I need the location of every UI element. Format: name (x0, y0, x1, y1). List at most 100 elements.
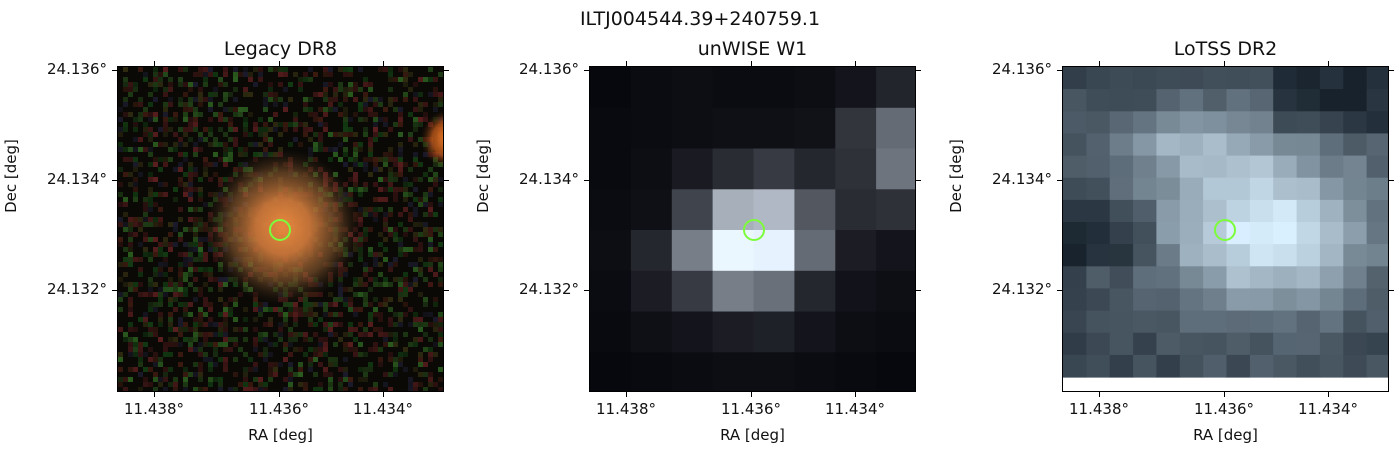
x-tick-mark (626, 392, 627, 397)
noise-pixel (348, 382, 353, 387)
noise-pixel (343, 387, 348, 391)
y-axis-label: Dec [deg] (474, 139, 492, 213)
lotss-pixel (1319, 89, 1344, 112)
noise-pixel (118, 292, 123, 297)
noise-pixel (193, 82, 198, 87)
noise-pixel (388, 207, 393, 212)
noise-pixel (203, 322, 208, 327)
noise-pixel (283, 377, 288, 382)
noise-pixel (228, 297, 233, 302)
noise-pixel (403, 192, 408, 197)
noise-pixel (428, 257, 433, 262)
noise-pixel (203, 137, 208, 142)
noise-pixel (263, 357, 268, 362)
x-tick-mark (855, 392, 856, 397)
noise-pixel (153, 132, 158, 137)
noise-pixel (163, 122, 168, 127)
noise-pixel (298, 87, 303, 92)
lotss-pixel (1366, 266, 1388, 289)
lotss-pixel (1109, 266, 1134, 289)
noise-pixel (443, 132, 444, 137)
lotss-pixel (1273, 155, 1298, 179)
noise-pixel (183, 117, 188, 122)
unwise-pixel (671, 189, 714, 231)
legacy-image (117, 66, 444, 392)
noise-pixel (433, 257, 438, 262)
noise-pixel (198, 307, 203, 312)
noise-pixel (218, 77, 223, 82)
noise-pixel (413, 232, 418, 237)
x-tick-label: 11.438° (1069, 400, 1129, 418)
lotss-pixel (1109, 244, 1134, 267)
noise-pixel (143, 352, 148, 357)
y-tick-label: 24.136° (992, 60, 1052, 78)
noise-pixel (183, 92, 188, 97)
noise-pixel (323, 322, 328, 327)
noise-pixel (428, 177, 433, 182)
noise-pixel (198, 132, 203, 137)
noise-pixel (293, 72, 298, 77)
noise-pixel (183, 312, 188, 317)
noise-pixel (373, 217, 378, 222)
noise-pixel (373, 342, 378, 347)
noise-pixel (388, 157, 393, 162)
x-tick-mark (751, 392, 752, 397)
unwise-pixel (712, 270, 755, 313)
noise-pixel (168, 312, 173, 317)
noise-pixel (328, 72, 333, 77)
noise-pixel (363, 272, 368, 277)
noise-pixel (148, 187, 153, 192)
noise-pixel (388, 87, 393, 92)
noise-pixel (358, 257, 363, 262)
noise-pixel (428, 242, 433, 247)
noise-pixel (188, 372, 193, 377)
y-tick-mark (112, 180, 117, 181)
noise-pixel (358, 107, 363, 112)
noise-pixel (208, 142, 213, 147)
noise-pixel (218, 297, 223, 302)
noise-pixel (438, 72, 443, 77)
unwise-pixel (753, 352, 795, 391)
noise-pixel (423, 77, 428, 82)
noise-pixel (168, 87, 173, 92)
noise-pixel (168, 352, 173, 357)
noise-pixel (148, 147, 153, 152)
noise-pixel (398, 222, 403, 227)
noise-pixel (213, 172, 218, 177)
lotss-pixel (1249, 155, 1274, 179)
unwise-pixel (876, 230, 915, 272)
noise-pixel (388, 357, 393, 362)
noise-pixel (393, 107, 398, 112)
noise-pixel (158, 272, 163, 277)
noise-pixel (388, 67, 393, 72)
noise-pixel (218, 332, 223, 337)
noise-pixel (403, 187, 408, 192)
noise-pixel (128, 262, 133, 267)
lotss-pixel (1249, 244, 1274, 267)
noise-pixel (318, 302, 323, 307)
noise-pixel (158, 297, 163, 302)
noise-pixel (183, 277, 188, 282)
y-tick-mark (584, 70, 589, 71)
unwise-pixel (794, 189, 836, 231)
noise-pixel (128, 157, 133, 162)
noise-pixel (443, 377, 444, 382)
noise-pixel (373, 182, 378, 187)
noise-pixel (293, 332, 298, 337)
y-tick-mark-right (916, 290, 921, 291)
noise-pixel (438, 232, 443, 237)
lotss-pixel (1203, 266, 1228, 289)
noise-pixel (198, 192, 203, 197)
noise-pixel (358, 147, 363, 152)
noise-pixel (308, 362, 313, 367)
noise-pixel (438, 177, 443, 182)
noise-pixel (133, 222, 138, 227)
lotss-pixel (1109, 332, 1134, 356)
noise-pixel (128, 347, 133, 352)
noise-pixel (128, 257, 133, 262)
noise-pixel (393, 372, 398, 377)
noise-pixel (283, 67, 288, 72)
noise-pixel (153, 327, 158, 332)
noise-pixel (363, 212, 368, 217)
noise-pixel (363, 377, 368, 382)
